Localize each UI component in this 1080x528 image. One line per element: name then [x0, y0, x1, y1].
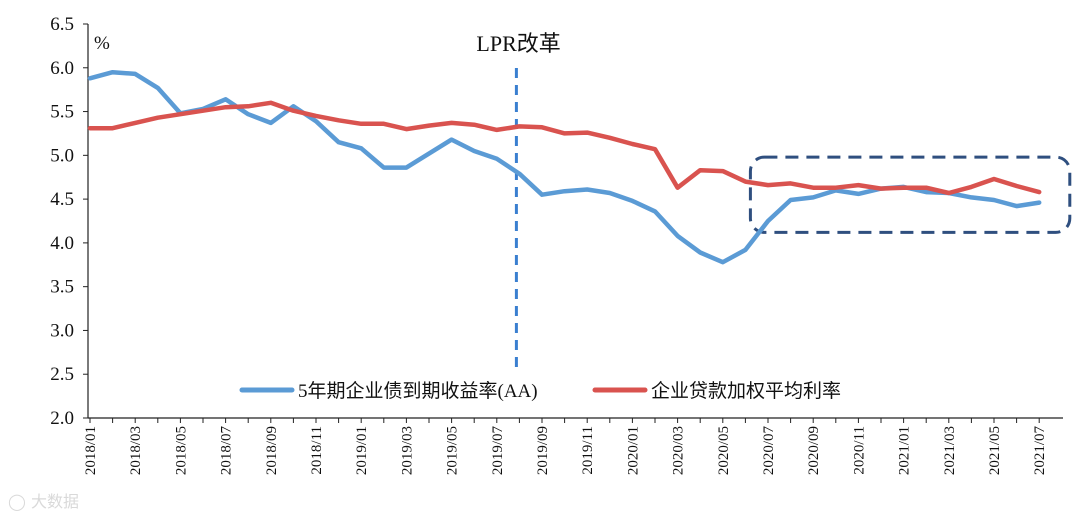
x-tick-label: 2019/01: [354, 426, 370, 475]
annotations: LPR改革: [476, 31, 1072, 370]
y-tick-label: 4.0: [50, 233, 74, 254]
x-tick-label: 2020/03: [671, 426, 687, 475]
series: [87, 69, 1042, 265]
legend: 5年期企业债到期收益率(AA) 企业贷款加权平均利率: [239, 380, 841, 402]
x-tick-label: 2019/11: [580, 426, 596, 475]
x-tick-label: 2018/07: [219, 426, 235, 476]
series-line-2: [87, 100, 1042, 196]
y-tick-label: 4.5: [50, 189, 74, 210]
x-tick-label: 2020/05: [716, 426, 732, 475]
y-tick-label: 3.0: [50, 320, 74, 341]
y-tick-label: 6.5: [50, 14, 74, 35]
x-tick-label: 2020/09: [806, 426, 822, 475]
y-tick-label: 5.0: [50, 145, 74, 166]
x-tick-label: 2018/03: [128, 426, 144, 475]
y-tick-label: 3.5: [50, 277, 74, 298]
series-line-1: [87, 69, 1042, 265]
legend-label-1: 5年期企业债到期收益率(AA): [298, 380, 538, 402]
axes: 2.0 2.5 3.0 3.5 4.0 4.5 5.0 5.5 6.0 6.5 2018/01 201…: [50, 14, 1063, 475]
x-tick-label: 2020/07: [761, 426, 777, 476]
x-tick-label: 2018/05: [173, 426, 189, 475]
x-tick-label: 2019/05: [445, 426, 461, 475]
x-tick-label: 2018/01: [83, 426, 99, 475]
x-tick-label: 2019/09: [535, 426, 551, 475]
lpr-reform-label: LPR改革: [476, 31, 560, 56]
x-tick-label: 2021/03: [942, 426, 958, 475]
x-tick-label: 2020/11: [851, 426, 867, 475]
x-tick-label: 2018/09: [264, 426, 280, 475]
y-tick-label: 2.0: [50, 408, 74, 429]
y-tick-label: 5.5: [50, 102, 74, 123]
x-tick-label: 2019/03: [399, 426, 415, 475]
x-tick-label: 2021/05: [987, 426, 1003, 475]
x-tick-label: 2019/07: [490, 426, 506, 476]
y-tick-label: 2.5: [50, 364, 74, 385]
highlight-box: [748, 155, 1072, 234]
legend-label-2: 企业贷款加权平均利率: [651, 380, 841, 402]
y-tick-label: 6.0: [50, 58, 74, 79]
x-tick-label: 2021/01: [897, 426, 913, 475]
x-tick-label: 2020/01: [625, 426, 641, 475]
x-tick-label: 2021/07: [1032, 426, 1048, 476]
x-tick-label: 2018/11: [309, 426, 325, 475]
unit-label: %: [94, 33, 110, 54]
